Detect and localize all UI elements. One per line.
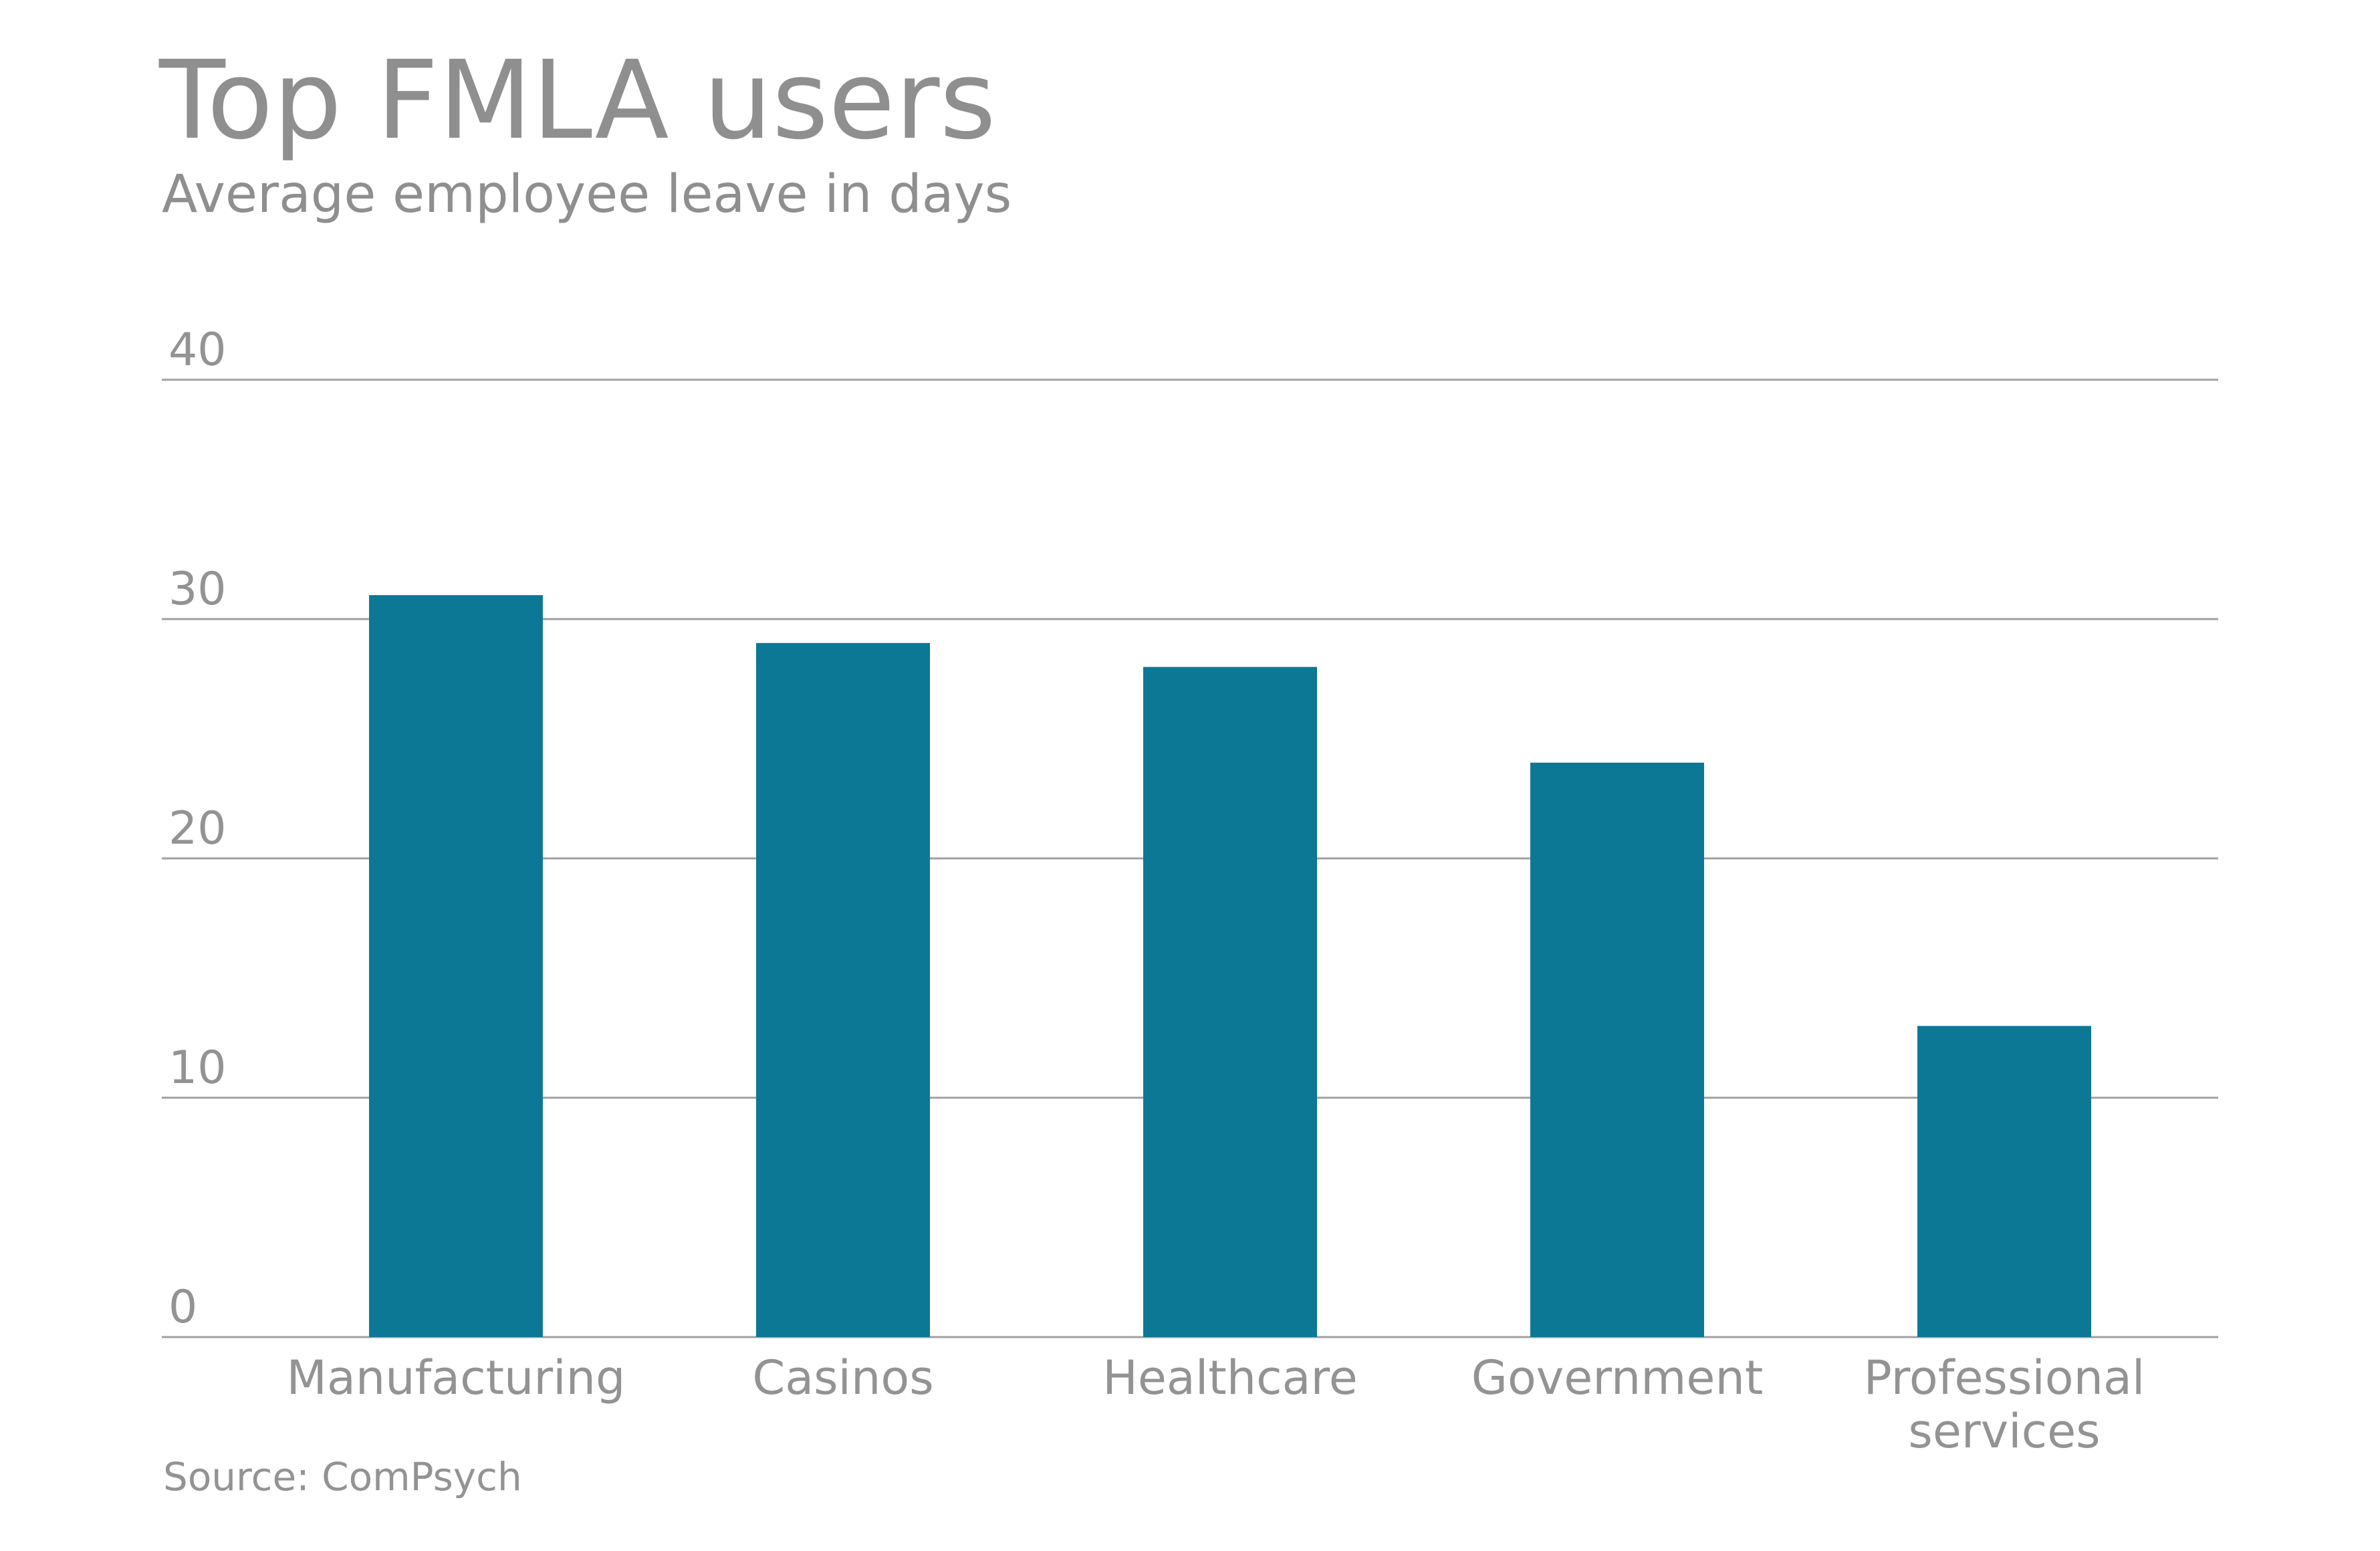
x-tick-label: Healthcare [1102,1350,1358,1405]
x-tick-label: Government [1471,1350,1764,1405]
x-tick-label: Professional services [1864,1350,2145,1459]
y-tick-label: 0 [168,1281,197,1334]
chart-subtitle: Average employee leave in days [162,164,1012,225]
y-tick-label: 40 [168,324,227,376]
source-note: Source: ComPsych [163,1454,522,1500]
y-tick-label: 30 [168,563,227,616]
chart-title: Top FMLA users [159,38,996,164]
bar [756,642,930,1337]
bar [1917,1026,2091,1337]
bar [1143,667,1317,1337]
y-tick-label: 20 [168,802,227,855]
x-tick-label: Casinos [752,1350,933,1405]
bar [369,595,543,1338]
bar [1530,762,1704,1337]
y-tick-label: 10 [168,1042,227,1094]
x-tick-label: Manufacturing [287,1350,626,1405]
